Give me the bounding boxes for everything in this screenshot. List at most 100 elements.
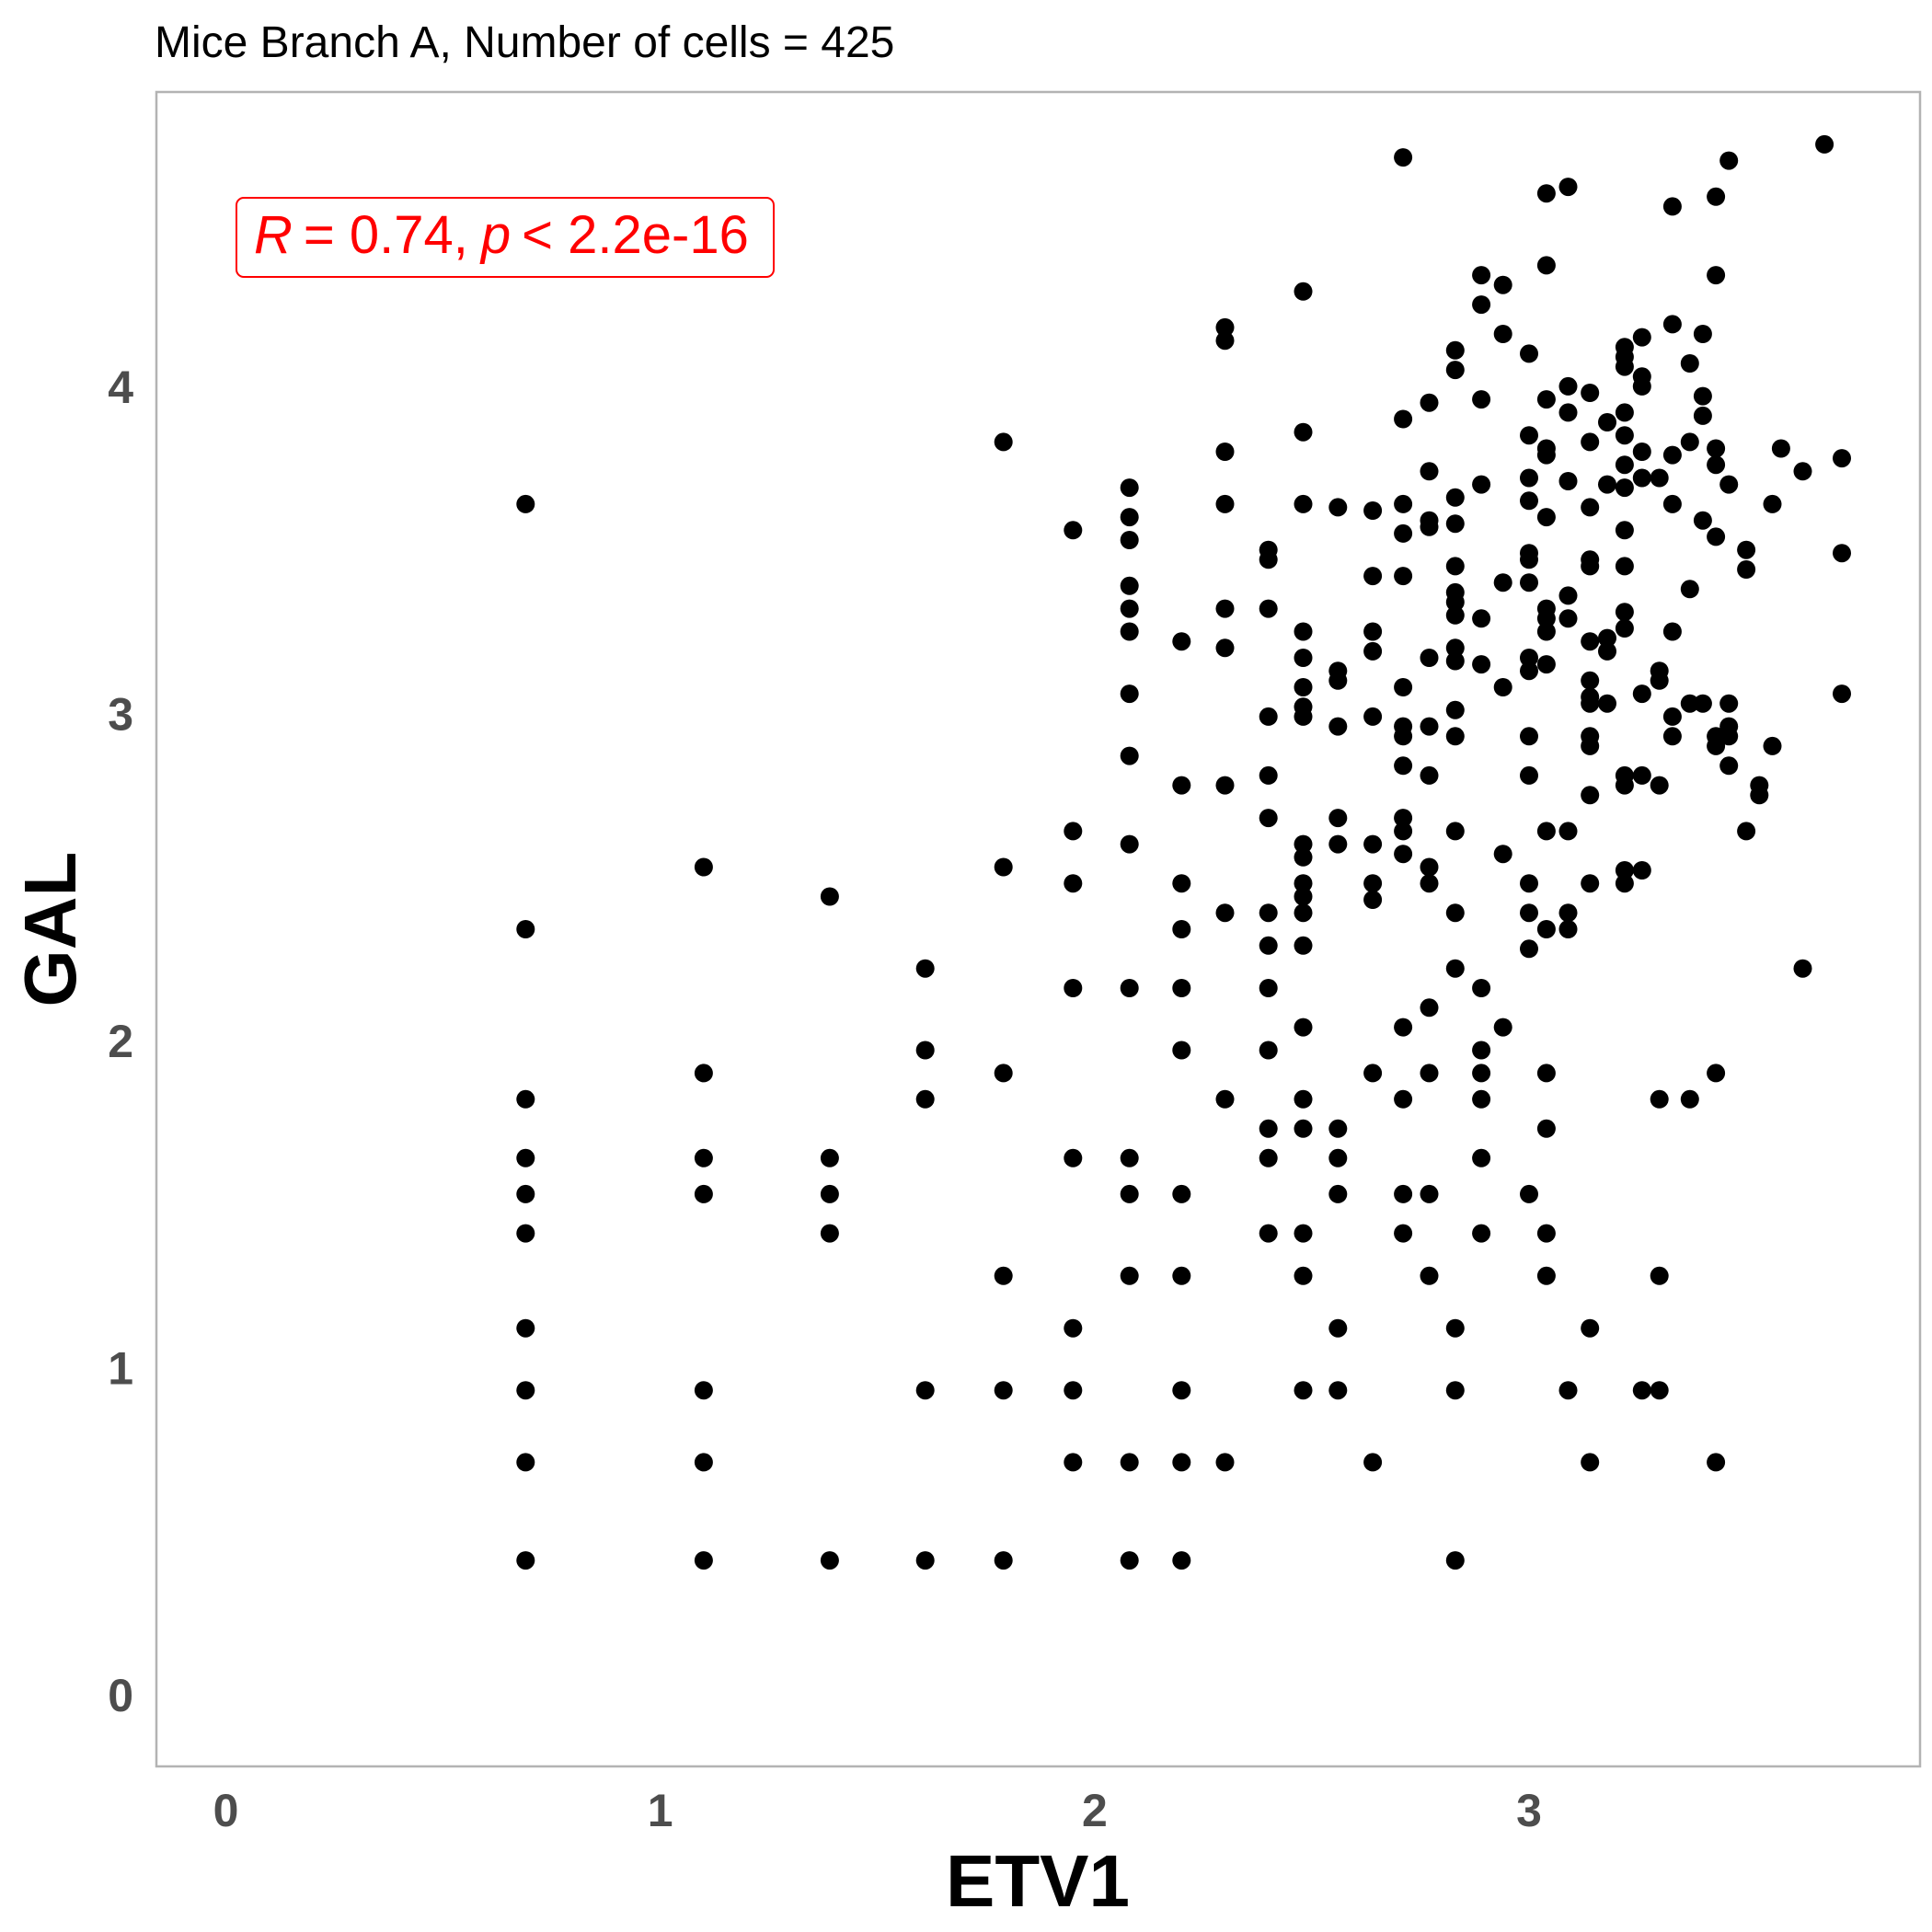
data-point-60 <box>1172 979 1191 997</box>
data-point-145 <box>1394 1184 1413 1203</box>
data-point-290 <box>1662 445 1682 465</box>
data-point-303 <box>1693 511 1712 530</box>
correlation-annotation: R = 0.74, p < 2.2e-16 <box>236 197 775 278</box>
y-tick-label-4: 4 <box>108 362 133 413</box>
data-point-278 <box>1632 765 1651 785</box>
data-point-5 <box>516 1224 535 1243</box>
data-point-162 <box>1445 488 1465 507</box>
data-point-40 <box>1064 1453 1083 1472</box>
data-point-184 <box>1472 979 1491 997</box>
data-point-2 <box>516 1089 535 1109</box>
data-point-63 <box>1172 1266 1191 1285</box>
data-point-275 <box>1632 443 1651 461</box>
data-point-314 <box>1719 151 1739 170</box>
annotation-r-value: = 0.74, <box>304 205 468 265</box>
data-point-305 <box>1707 187 1726 206</box>
data-point-18 <box>820 1148 839 1167</box>
data-point-88 <box>1259 1148 1278 1167</box>
data-point-155 <box>1420 874 1439 893</box>
data-point-76 <box>1215 1453 1235 1472</box>
points-layer <box>516 134 1851 1570</box>
data-point-56 <box>1172 632 1191 651</box>
data-point-269 <box>1615 776 1634 795</box>
data-point-98 <box>1294 834 1313 854</box>
data-point-260 <box>1615 403 1634 422</box>
data-point-86 <box>1259 1041 1278 1060</box>
data-point-220 <box>1536 655 1556 674</box>
data-point-180 <box>1472 390 1491 409</box>
data-point-43 <box>1120 531 1139 549</box>
data-point-307 <box>1707 439 1726 458</box>
data-point-70 <box>1215 494 1235 513</box>
data-point-83 <box>1259 903 1278 923</box>
data-point-118 <box>1328 1184 1348 1203</box>
data-point-131 <box>1394 148 1413 167</box>
data-point-103 <box>1294 936 1313 955</box>
data-point-175 <box>1445 1318 1465 1338</box>
data-point-25 <box>915 1381 935 1400</box>
data-point-97 <box>1294 707 1313 726</box>
data-point-277 <box>1632 684 1651 704</box>
data-point-62 <box>1172 1184 1191 1203</box>
data-point-37 <box>1064 1148 1083 1167</box>
data-point-65 <box>1172 1453 1191 1472</box>
data-point-203 <box>1520 649 1538 667</box>
data-point-256 <box>1598 694 1616 713</box>
data-point-306 <box>1707 266 1726 285</box>
data-point-249 <box>1581 874 1600 893</box>
data-point-8 <box>516 1453 535 1472</box>
data-point-233 <box>1558 822 1578 841</box>
data-point-332 <box>1833 544 1851 563</box>
data-point-148 <box>1420 462 1439 481</box>
data-point-150 <box>1420 517 1439 536</box>
data-point-302 <box>1693 406 1712 425</box>
data-point-160 <box>1445 340 1465 360</box>
data-point-286 <box>1650 1266 1669 1285</box>
data-point-166 <box>1445 592 1465 612</box>
plot-panel <box>155 90 1922 1768</box>
data-point-328 <box>1793 462 1812 481</box>
data-point-1 <box>516 920 535 938</box>
annotation-p-value: < 2.2e-16 <box>522 205 749 265</box>
data-point-163 <box>1445 514 1465 534</box>
data-point-110 <box>1328 498 1348 517</box>
data-point-15 <box>694 1453 713 1472</box>
data-point-47 <box>1120 684 1139 704</box>
y-tick-label-3: 3 <box>108 688 133 740</box>
data-point-27 <box>994 432 1013 452</box>
data-point-262 <box>1615 455 1634 475</box>
data-point-313 <box>1707 1453 1726 1472</box>
data-point-121 <box>1363 501 1383 520</box>
data-point-265 <box>1615 557 1634 576</box>
data-point-161 <box>1445 361 1465 380</box>
data-point-170 <box>1445 700 1465 719</box>
data-point-186 <box>1472 1064 1491 1083</box>
data-point-67 <box>1215 317 1235 337</box>
data-point-171 <box>1445 727 1465 746</box>
data-point-266 <box>1615 603 1634 622</box>
data-point-250 <box>1581 1318 1600 1338</box>
data-point-104 <box>1294 1018 1313 1037</box>
data-point-227 <box>1558 178 1578 197</box>
data-point-6 <box>516 1318 535 1338</box>
data-point-45 <box>1120 599 1139 618</box>
data-point-119 <box>1328 1318 1348 1338</box>
data-point-53 <box>1120 1266 1139 1285</box>
data-point-285 <box>1650 1089 1669 1109</box>
data-point-199 <box>1520 491 1538 511</box>
y-tick-label-1: 1 <box>108 1342 133 1394</box>
data-point-49 <box>1120 834 1139 854</box>
data-point-330 <box>1815 134 1834 154</box>
data-point-192 <box>1493 573 1512 592</box>
data-point-296 <box>1680 432 1699 452</box>
data-point-320 <box>1737 540 1756 559</box>
x-axis-ticks: 0 1 2 3 <box>213 1785 1542 1836</box>
data-point-4 <box>516 1184 535 1203</box>
data-point-242 <box>1581 632 1600 651</box>
data-point-9 <box>516 1551 535 1570</box>
data-point-210 <box>1520 1184 1538 1203</box>
data-point-90 <box>1294 282 1313 301</box>
annotation-p-label: p <box>479 205 511 265</box>
data-point-39 <box>1064 1381 1083 1400</box>
data-point-193 <box>1493 678 1512 696</box>
